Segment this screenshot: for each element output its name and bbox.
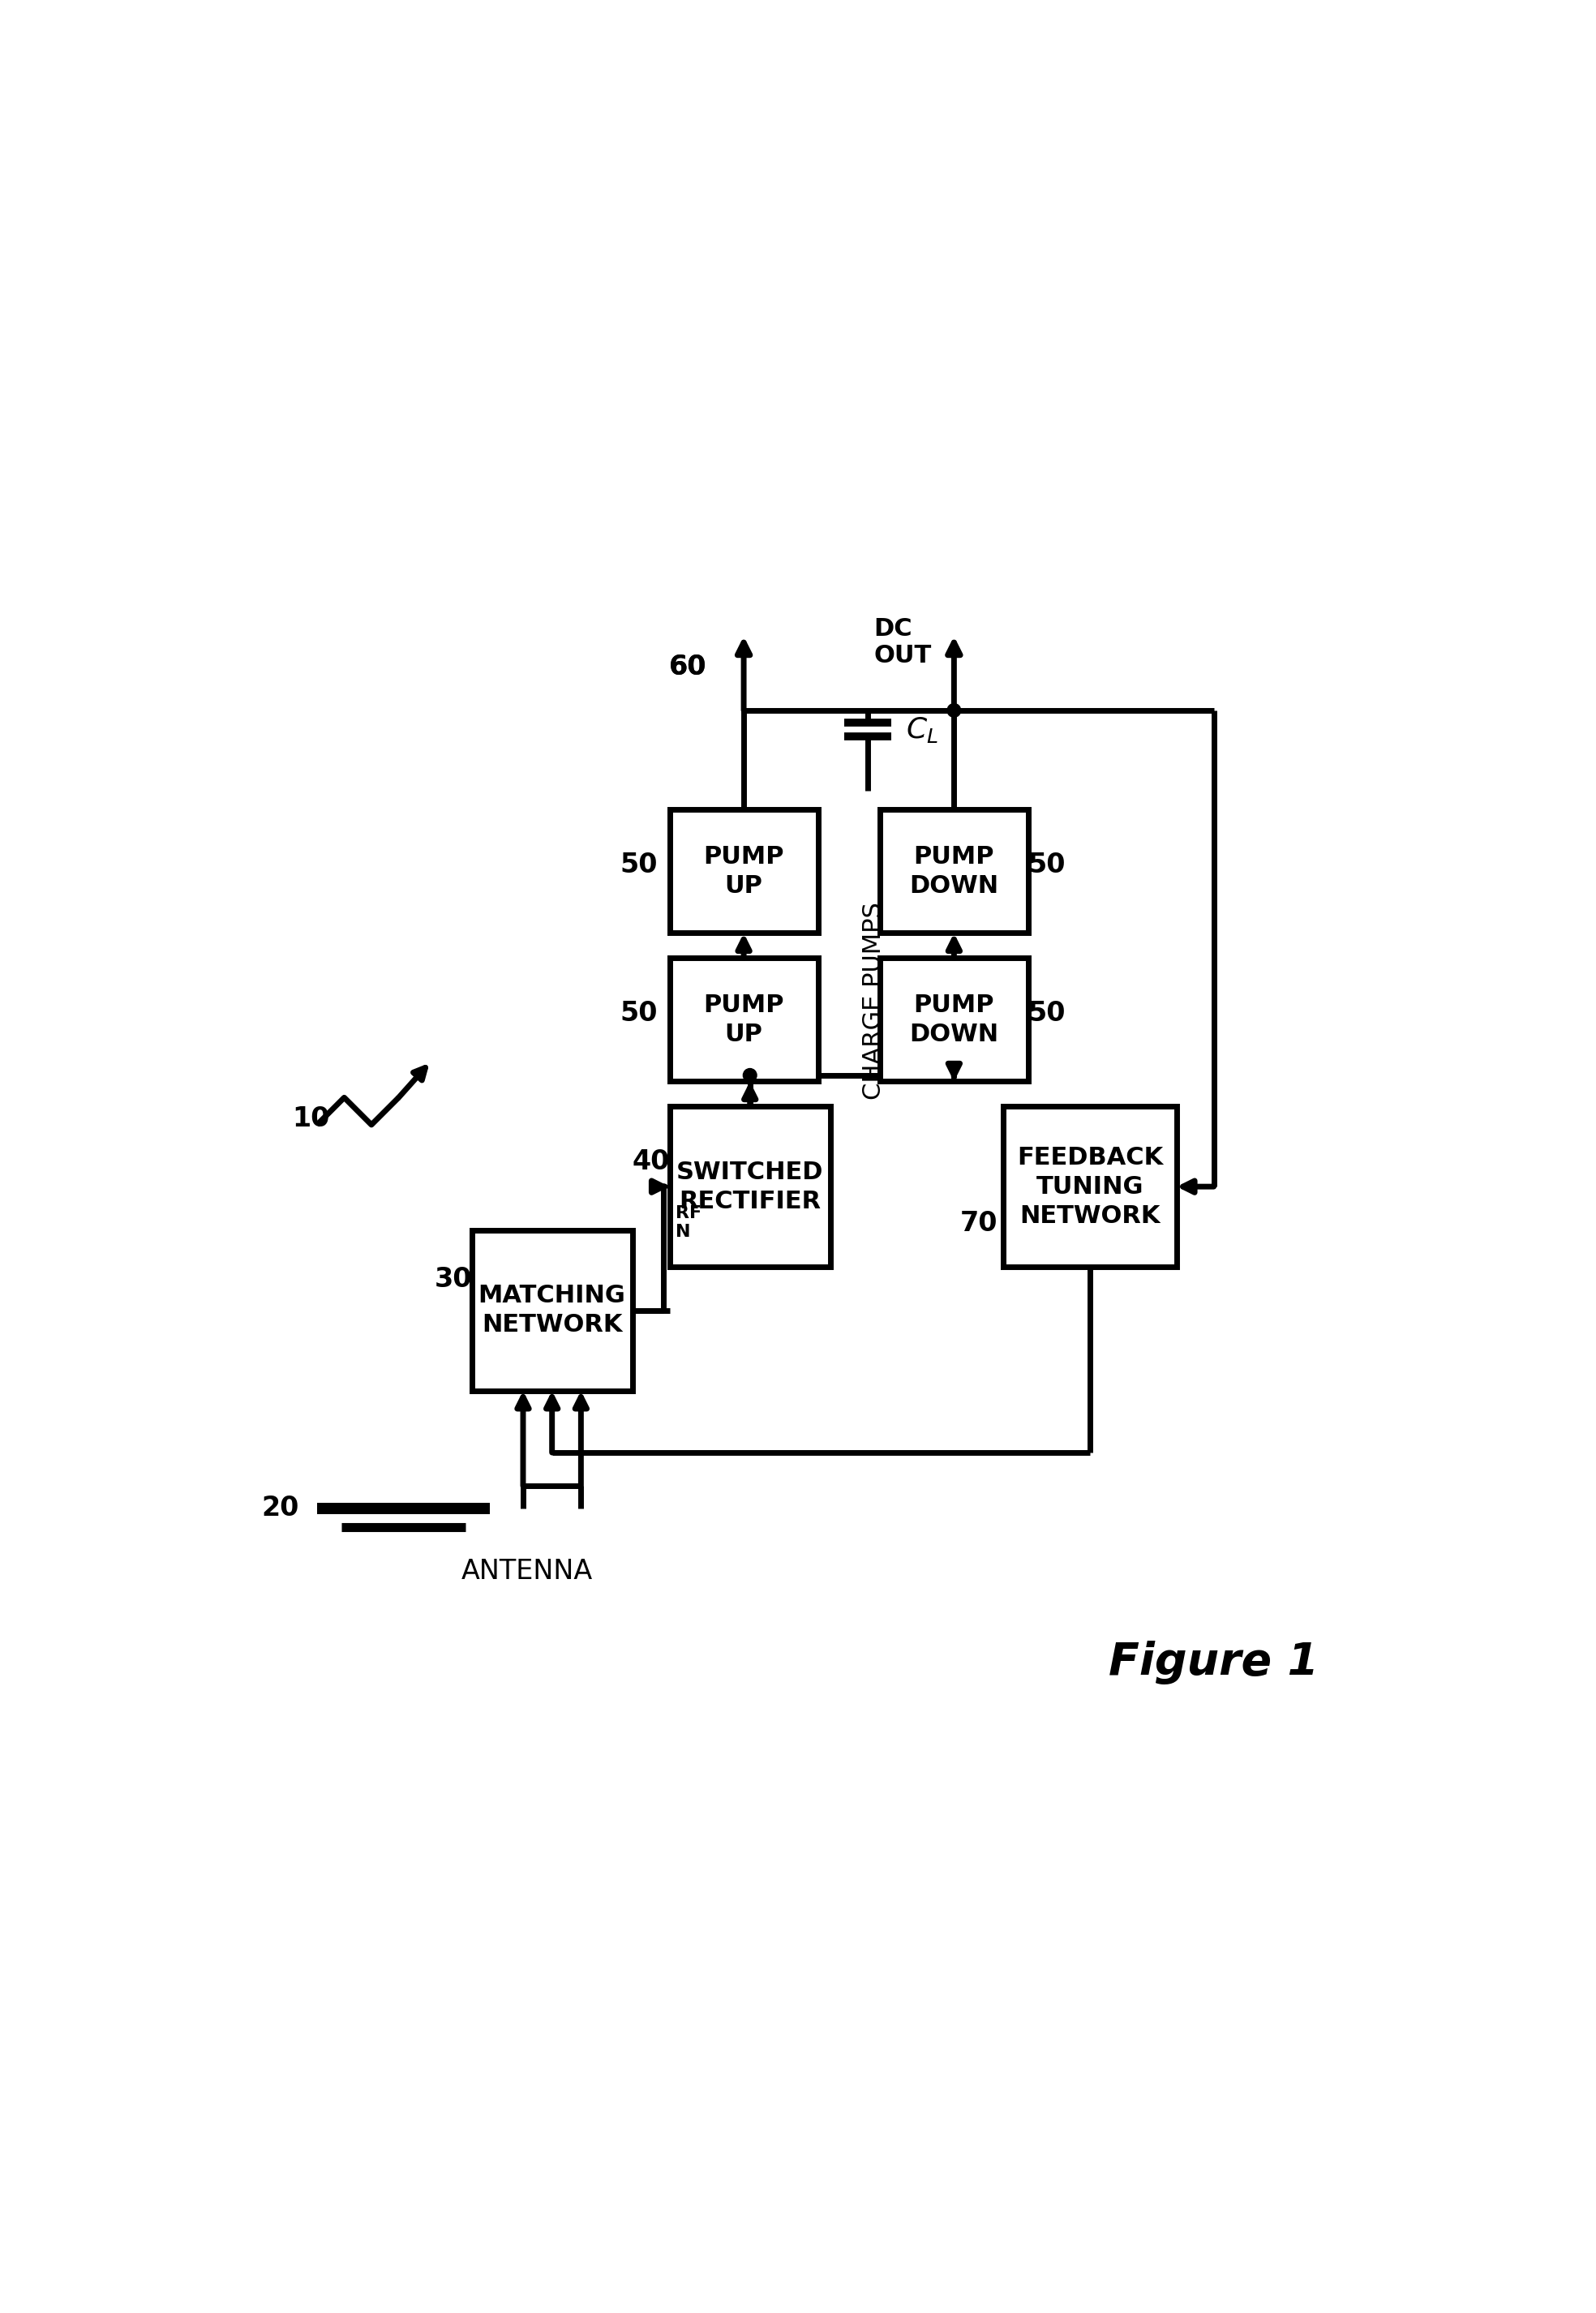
Text: RF
N: RF N: [675, 1205, 702, 1240]
Circle shape: [744, 1069, 757, 1082]
Text: FEEDBACK
TUNING
NETWORK: FEEDBACK TUNING NETWORK: [1017, 1145, 1163, 1228]
Text: 50: 50: [619, 999, 658, 1027]
Bar: [670, 1106, 830, 1268]
Text: 20: 20: [262, 1494, 298, 1522]
Text: 40: 40: [632, 1150, 670, 1175]
Text: 50: 50: [1028, 999, 1066, 1027]
Text: 30: 30: [434, 1265, 472, 1293]
Text: PUMP
UP: PUMP UP: [704, 844, 784, 897]
Text: DC
OUT: DC OUT: [873, 618, 932, 668]
Text: 50: 50: [619, 851, 658, 879]
Text: MATCHING
NETWORK: MATCHING NETWORK: [479, 1284, 626, 1337]
Bar: [670, 810, 819, 932]
Bar: [472, 1231, 632, 1390]
Bar: [879, 958, 1028, 1082]
Bar: [1004, 1106, 1176, 1268]
Text: CHARGE PUMPS: CHARGE PUMPS: [862, 902, 886, 1101]
Text: 70: 70: [959, 1210, 998, 1237]
Text: $C_L$: $C_L$: [907, 715, 938, 745]
Text: PUMP
UP: PUMP UP: [704, 992, 784, 1045]
Text: SWITCHED
RECTIFIER: SWITCHED RECTIFIER: [677, 1161, 824, 1212]
Bar: [879, 810, 1028, 932]
Text: 60: 60: [669, 655, 707, 680]
Bar: [670, 958, 819, 1082]
Text: ANTENNA: ANTENNA: [461, 1557, 594, 1584]
Text: Figure 1: Figure 1: [1109, 1640, 1318, 1684]
Text: 50: 50: [1028, 851, 1066, 879]
Text: PUMP
DOWN: PUMP DOWN: [910, 992, 999, 1045]
Text: 60: 60: [669, 655, 707, 680]
Text: 10: 10: [292, 1106, 330, 1131]
Circle shape: [948, 703, 961, 717]
Text: PUMP
DOWN: PUMP DOWN: [910, 844, 999, 897]
